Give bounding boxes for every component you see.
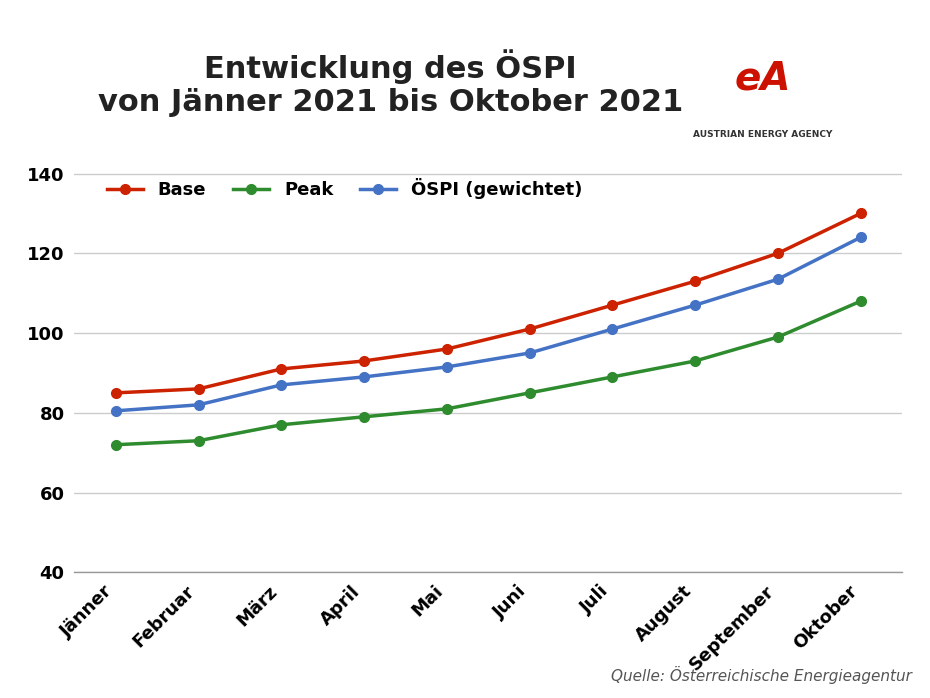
Base [856,209,867,218]
Line: Base: Base [111,209,866,398]
ÖSPI (gewichtet) [193,401,205,409]
ÖSPI (gewichtet) [525,349,536,357]
ÖSPI (gewichtet) [275,380,286,389]
Peak [856,297,867,305]
ÖSPI (gewichtet) [359,373,370,381]
Base [110,389,121,397]
Legend: Base, Peak, ÖSPI (gewichtet): Base, Peak, ÖSPI (gewichtet) [100,171,590,207]
Peak [442,405,453,413]
Peak [110,440,121,449]
Peak [193,436,205,445]
Line: ÖSPI (gewichtet): ÖSPI (gewichtet) [111,232,866,416]
Peak [690,357,701,365]
Text: eA: eA [735,59,790,97]
Base [442,345,453,353]
Line: Peak: Peak [111,296,866,450]
ÖSPI (gewichtet) [690,301,701,309]
ÖSPI (gewichtet) [856,233,867,242]
Base [525,325,536,333]
Base [193,385,205,393]
ÖSPI (gewichtet) [772,275,783,283]
Base [275,365,286,373]
ÖSPI (gewichtet) [442,363,453,371]
Text: Quelle: Österreichische Energieagentur: Quelle: Österreichische Energieagentur [610,666,911,684]
ÖSPI (gewichtet) [607,325,618,333]
Base [607,301,618,309]
Base [359,357,370,365]
Peak [359,413,370,421]
Peak [275,421,286,429]
Peak [607,373,618,381]
Peak [525,389,536,397]
Base [772,249,783,258]
Peak [772,333,783,341]
ÖSPI (gewichtet) [110,407,121,415]
Base [690,277,701,285]
Text: AUSTRIAN ENERGY AGENCY: AUSTRIAN ENERGY AGENCY [693,131,832,139]
Text: Entwicklung des ÖSPI
von Jänner 2021 bis Oktober 2021: Entwicklung des ÖSPI von Jänner 2021 bis… [98,49,684,117]
